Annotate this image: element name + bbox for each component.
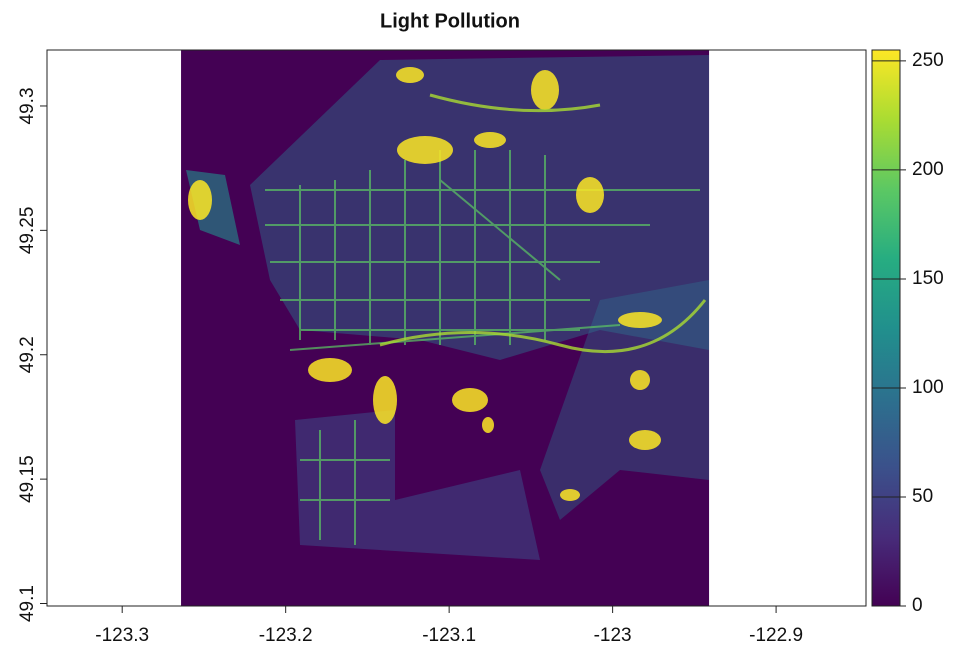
- chart-title: Light Pollution: [380, 10, 520, 32]
- y-tick-label: 49.15: [17, 455, 38, 503]
- colorbar: [872, 50, 900, 606]
- x-tick-label: -123: [594, 625, 632, 646]
- colorbar-tick-label: 150: [912, 268, 944, 289]
- x-tick-label: -123.2: [259, 625, 313, 646]
- x-tick-label: -123.1: [422, 625, 476, 646]
- chart: Light Pollution -123.3 -123.2 -123.1 -123 -1…: [0, 0, 969, 656]
- x-tick-label: -122.9: [749, 625, 803, 646]
- colorbar-tick-label: 200: [912, 159, 944, 180]
- y-tick-label: 49.25: [17, 207, 38, 255]
- colorbar-tick-label: 50: [912, 486, 933, 507]
- y-tick-label: 49.2: [17, 336, 38, 373]
- colorbar-tick-label: 250: [912, 50, 944, 71]
- colorbar-tick-label: 0: [912, 595, 923, 616]
- y-tick-label: 49.1: [17, 585, 38, 622]
- colorbar-tick-label: 100: [912, 377, 944, 398]
- y-tick-label: 49.3: [17, 87, 38, 124]
- x-tick-label: -123.3: [95, 625, 149, 646]
